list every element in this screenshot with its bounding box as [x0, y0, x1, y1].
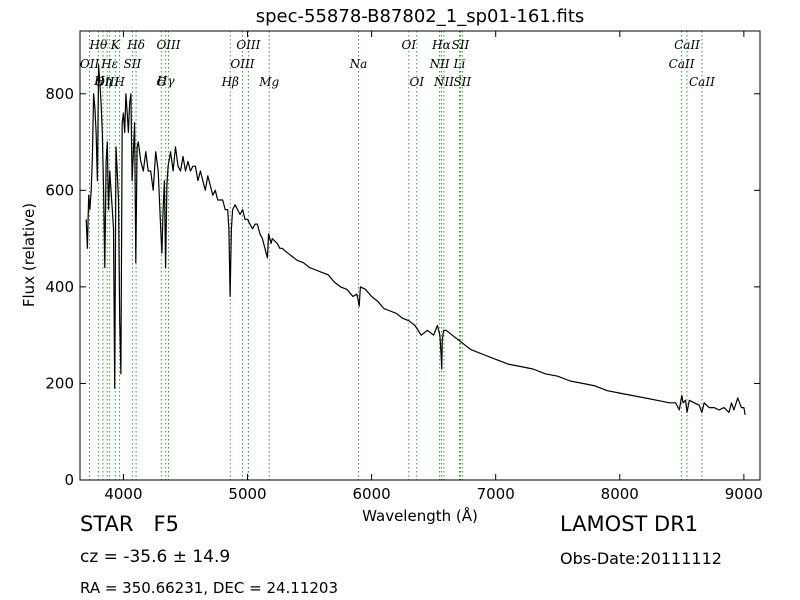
spectral-line-label: SII	[453, 75, 471, 89]
object-type: STAR	[80, 512, 134, 536]
spectral-line-label: Li	[453, 57, 466, 71]
x-tick-label: 7000	[477, 485, 515, 503]
spectral-line-label: Hε	[100, 57, 118, 71]
spectral-line-label: OIII	[230, 57, 254, 71]
spectral-line-label: CaII	[674, 38, 700, 52]
y-tick-label: 800	[45, 85, 74, 103]
spectral-line-label: OI	[409, 75, 424, 89]
spectral-line-markers	[89, 31, 703, 480]
spectral-line-label: OII	[80, 57, 100, 71]
y-tick-label: 600	[45, 181, 74, 199]
spectral-line-label: SII	[124, 57, 142, 71]
y-tick-label: 200	[45, 374, 74, 392]
object-classification: STAR F5	[80, 512, 179, 536]
spectral-line-label: Hδ	[126, 38, 145, 52]
y-axis-label: Flux (relative)	[20, 203, 38, 307]
plot-frame	[79, 30, 761, 481]
spectral-line-label: Hα	[431, 38, 451, 52]
spectral-line-label: Hθ	[89, 38, 108, 52]
y-tick-label: 400	[45, 278, 74, 296]
spectral-line-label: K	[110, 38, 121, 52]
y-axis-ticks: 0 200 400 600 800	[45, 85, 760, 489]
y-tick-label: 0	[64, 471, 74, 489]
coordinates-radec: RA = 350.66231, DEC = 24.11203	[80, 579, 339, 597]
spectral-line-label: CaII	[689, 75, 715, 89]
chart-title: spec-55878-B87802_1_sp01-161.fits	[256, 6, 585, 27]
x-axis-label: Wavelength (Å)	[362, 506, 478, 525]
classification-gap	[133, 512, 153, 536]
x-tick-label: 9000	[725, 485, 763, 503]
spectral-line-label: NII	[429, 57, 450, 71]
x-tick-label: 4000	[104, 485, 142, 503]
spectral-line-label: G	[156, 75, 166, 89]
spectral-line-label: NII	[433, 75, 454, 89]
spectral-line-label: Na	[349, 57, 368, 71]
spectral-line-label: OI	[402, 38, 417, 52]
spectral-line-label: Hβ	[221, 75, 239, 89]
spectral-line-label: H	[113, 75, 125, 89]
x-tick-label: 5000	[228, 485, 266, 503]
survey-name: LAMOST DR1	[560, 512, 699, 536]
observation-date: Obs-Date:20111112	[560, 549, 722, 568]
spectral-line-label: Hγ	[156, 74, 175, 88]
spectrum-line	[85, 64, 746, 415]
spectral-line-labels: OIIHθHηOIIIHεKHSIIHδGHγOIIIHβOIIIOIIIMgN…	[80, 38, 715, 89]
x-tick-label: 8000	[601, 485, 639, 503]
spectral-line-label: OIII	[236, 38, 260, 52]
spectral-line-label: SII	[452, 38, 470, 52]
x-tick-label: 6000	[353, 485, 391, 503]
spectral-line-label: CaII	[669, 57, 695, 71]
spectral-line-label: OIII	[95, 75, 119, 89]
spectral-line-label: Mg	[258, 75, 279, 89]
x-axis-ticks: 4000 5000 6000 7000 8000 9000	[104, 31, 763, 503]
spectral-line-label: OIII	[156, 38, 180, 52]
object-subclass: F5	[153, 512, 179, 536]
redshift-cz: cz = -35.6 ± 14.9	[80, 547, 231, 567]
